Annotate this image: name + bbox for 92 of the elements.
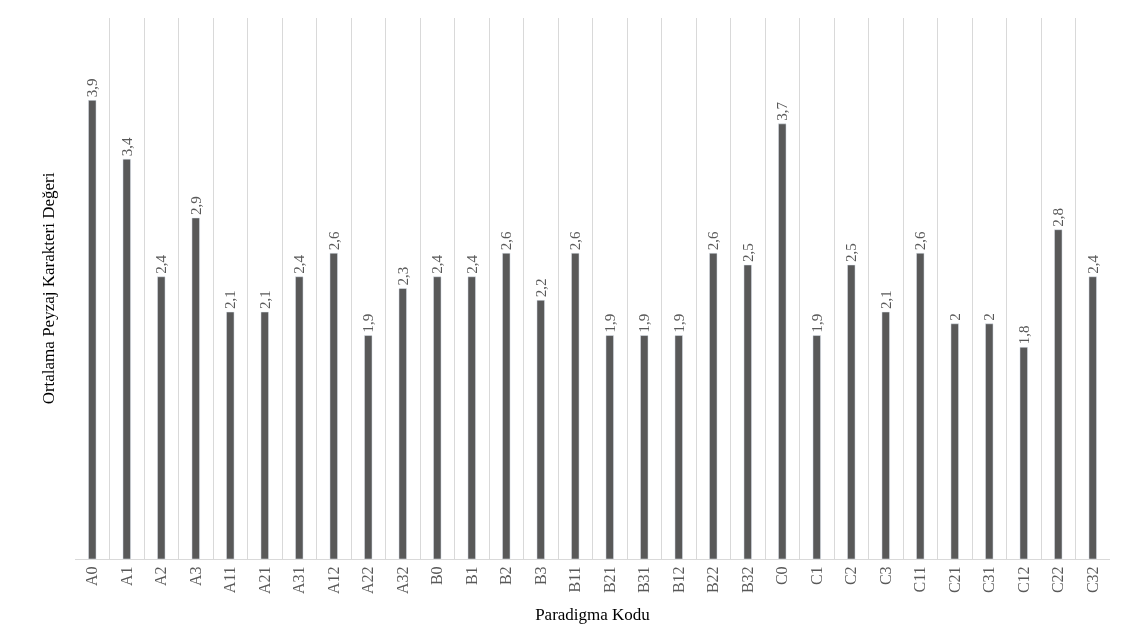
x-tick-label: C2 <box>842 566 860 586</box>
data-label: 3,9 <box>84 78 101 98</box>
bar <box>398 288 407 559</box>
bar <box>605 335 614 559</box>
x-tick-label: A11 <box>221 566 239 594</box>
bar <box>1019 347 1028 559</box>
data-label: 2,1 <box>256 290 273 310</box>
bar <box>329 252 338 559</box>
x-tick-label: B31 <box>635 566 653 594</box>
x-tick-label: A1 <box>117 566 135 586</box>
data-label: 2,6 <box>912 230 929 251</box>
data-label: 2,5 <box>739 243 756 262</box>
bar <box>812 335 821 559</box>
x-tick-label: B11 <box>566 566 584 593</box>
bar <box>778 123 787 559</box>
data-label: 2 <box>981 313 998 321</box>
data-label: 2,5 <box>843 243 860 262</box>
data-label: 2,4 <box>153 254 170 274</box>
bar <box>295 276 304 559</box>
x-tick-label: A32 <box>393 566 411 594</box>
bar <box>191 217 200 559</box>
x-tick-label: B1 <box>462 566 480 586</box>
y-axis-title: Ortalama Peyzaj Karakteri Değeri <box>38 172 58 405</box>
bar <box>122 158 131 559</box>
bar <box>674 335 683 559</box>
data-label: 2 <box>946 313 963 321</box>
bar <box>640 335 649 559</box>
x-tick-label: C1 <box>807 566 825 586</box>
data-label: 1,9 <box>636 313 653 333</box>
x-tick-label: C3 <box>876 566 894 586</box>
x-tick-label: A0 <box>83 566 101 586</box>
data-label: 2,4 <box>463 254 480 274</box>
bar <box>916 252 925 559</box>
data-label: 2,6 <box>325 230 342 251</box>
x-axis-title: Paradigma Kodu <box>535 605 651 625</box>
data-label: 1,9 <box>670 313 687 333</box>
bar <box>536 300 545 559</box>
x-tick-label: C21 <box>945 566 963 594</box>
data-label: 2,3 <box>394 266 411 286</box>
bar <box>1054 229 1063 559</box>
data-label: 3,4 <box>118 136 135 157</box>
data-label: 2,4 <box>1084 254 1101 274</box>
bar <box>881 311 890 559</box>
data-label: 2,1 <box>877 290 894 310</box>
data-label: 2,4 <box>429 254 446 274</box>
bar <box>571 252 580 559</box>
x-tick-label: B2 <box>497 566 515 586</box>
x-tick-label: C31 <box>980 566 998 594</box>
bar <box>502 252 511 559</box>
bar <box>226 311 235 559</box>
data-label: 1,9 <box>808 313 825 333</box>
x-tick-label: C11 <box>911 566 929 593</box>
x-tick-label: C12 <box>1014 566 1032 594</box>
bar <box>1088 276 1097 559</box>
bar <box>847 264 856 559</box>
bar <box>743 264 752 559</box>
data-label: 2,1 <box>222 290 239 310</box>
bar <box>950 323 959 559</box>
x-tick-label: A3 <box>186 566 204 586</box>
x-tick-label: A31 <box>290 566 308 594</box>
bar <box>364 335 373 559</box>
x-tick-label: C0 <box>773 566 791 586</box>
x-tick-label: A2 <box>152 566 170 586</box>
bar <box>88 100 97 559</box>
data-label: 1,9 <box>360 313 377 333</box>
data-label: 2,6 <box>567 230 584 251</box>
x-tick-label: B21 <box>600 566 618 594</box>
x-tick-label: C22 <box>1049 566 1067 594</box>
data-label: 2,2 <box>532 278 549 298</box>
data-label: 2,9 <box>187 196 204 215</box>
bar <box>985 323 994 559</box>
x-tick-label: B3 <box>531 566 549 586</box>
bar <box>709 252 718 559</box>
data-label: 2,6 <box>705 230 722 251</box>
x-tick-label: B12 <box>669 566 687 594</box>
x-tick-label: C32 <box>1083 566 1101 594</box>
x-tick-label: A12 <box>324 566 342 594</box>
data-label: 3,7 <box>774 101 791 121</box>
x-tick-label: B0 <box>428 566 446 586</box>
x-tick-label: B22 <box>704 566 722 594</box>
bar <box>467 276 476 559</box>
bar <box>260 311 269 559</box>
data-label: 2,6 <box>498 230 515 251</box>
x-tick-label: A21 <box>255 566 273 594</box>
x-tick-label: B32 <box>738 566 756 594</box>
bar <box>433 276 442 559</box>
data-label: 2,4 <box>291 254 308 274</box>
data-label: 1,8 <box>1015 325 1032 345</box>
data-label: 1,9 <box>601 313 618 333</box>
x-tick-label: A22 <box>359 566 377 594</box>
bar <box>157 276 166 559</box>
data-label: 2,8 <box>1050 207 1067 227</box>
